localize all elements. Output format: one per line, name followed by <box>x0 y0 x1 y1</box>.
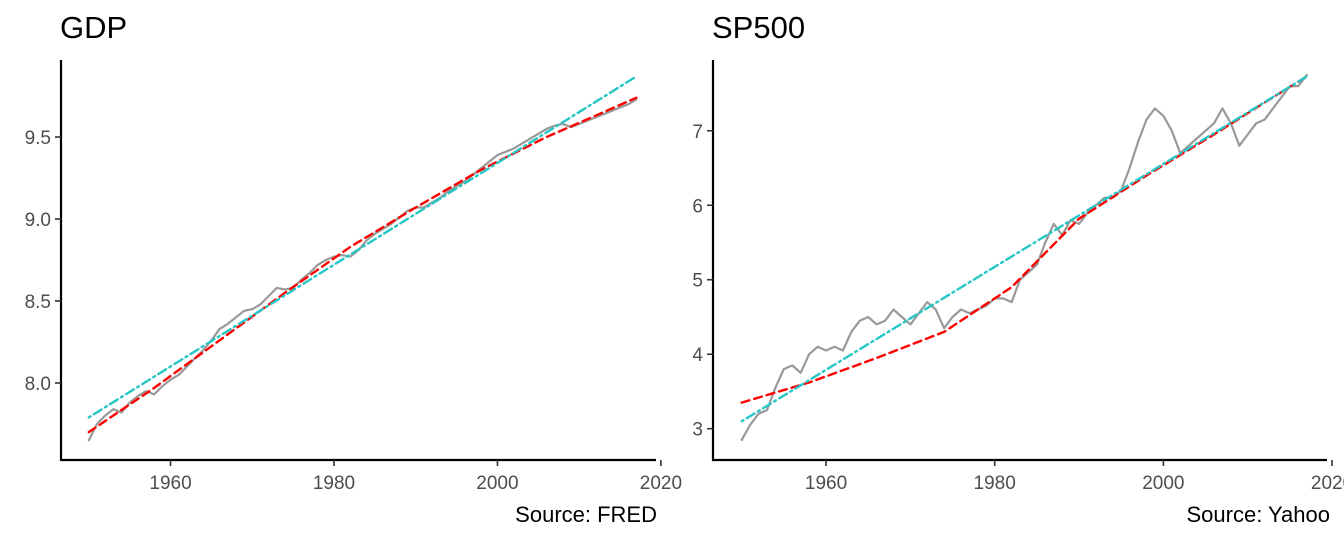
x-tick-label: 2020 <box>640 473 682 494</box>
x-tick-label: 1980 <box>313 473 355 494</box>
panel-title: GDP <box>60 10 127 45</box>
panel-caption: Source: Yahoo <box>1186 502 1330 527</box>
panel-gdp: GDP Source: FRED 1960 1980 2000 2020 8.0 8.5 9… <box>25 10 682 527</box>
series-line-dashed <box>87 96 638 434</box>
y-tick-label: 8.0 <box>25 374 51 395</box>
x-tick-label: 2000 <box>1142 473 1184 494</box>
y-tick-label: 8.5 <box>25 292 51 313</box>
x-tick-label: 2000 <box>476 473 518 494</box>
y-tick-label: 3 <box>692 420 703 441</box>
series-line-dotdash <box>740 75 1309 423</box>
y-tick-label: 7 <box>692 122 703 143</box>
series-line-dotdash <box>87 75 638 419</box>
y-tick-label: 9.5 <box>25 128 51 149</box>
panel-title: SP500 <box>712 10 805 45</box>
y-tick-label: 9.0 <box>25 210 51 231</box>
series-line-solid <box>87 98 638 442</box>
panel-caption: Source: FRED <box>515 502 657 527</box>
y-tick-label: 6 <box>692 196 703 217</box>
y-tick-label: 4 <box>692 345 703 366</box>
panel-sp500: SP500 Source: Yahoo 1960 1980 2000 2020 3 4 5 6… <box>692 10 1344 527</box>
x-tick-label: 1960 <box>805 473 847 494</box>
x-tick-label: 1960 <box>149 473 191 494</box>
y-tick-label: 5 <box>692 271 703 292</box>
x-tick-label: 2020 <box>1311 473 1344 494</box>
x-tick-label: 1980 <box>974 473 1016 494</box>
